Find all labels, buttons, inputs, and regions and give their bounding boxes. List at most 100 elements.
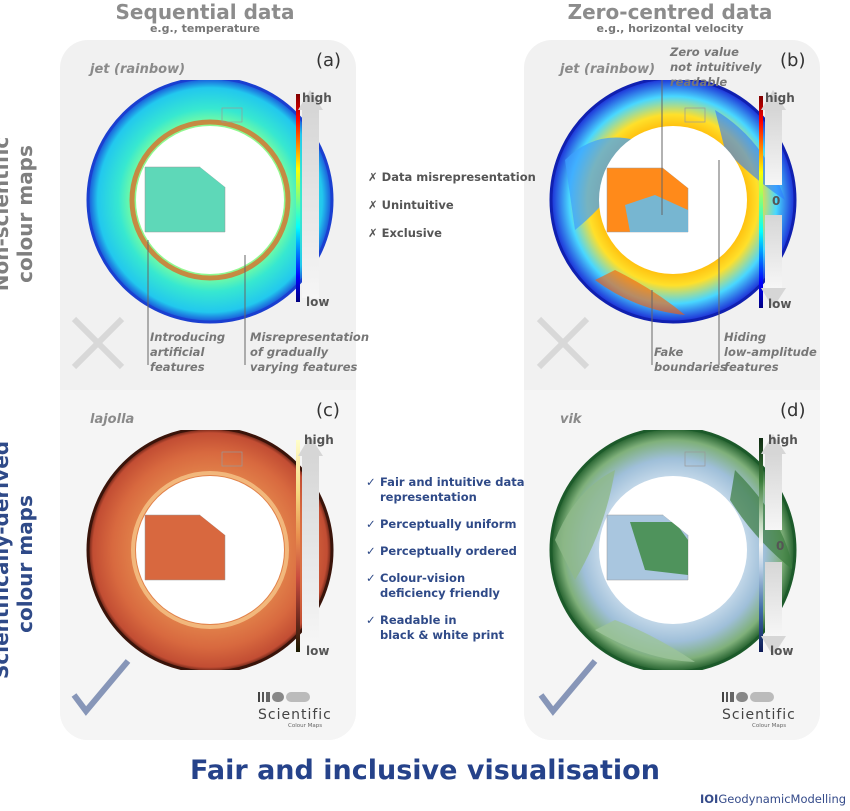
cons-label: Exclusive <box>381 226 442 240</box>
check-mark-icon: ✓ <box>366 571 376 585</box>
annot-line: not intuitively <box>670 60 762 74</box>
annulus-outer-edge <box>86 80 334 324</box>
pros-item: ✓ Perceptually uniform <box>366 517 526 532</box>
row-label-scientific: Scientifically-derived colour maps <box>0 440 37 679</box>
inset-green <box>630 522 688 575</box>
cross-icon <box>536 316 590 370</box>
annot-line: Misrepresentation <box>250 330 370 344</box>
panel-a-letter: (a) <box>316 50 342 71</box>
inset-blue <box>625 195 688 232</box>
pros-item: ✓ Readable in black & white print <box>366 613 526 643</box>
brand-logo: IOI <box>700 792 719 806</box>
brand-name: GeodynamicModelling <box>718 792 847 806</box>
panel-b-cb-high: high <box>765 91 795 105</box>
pros-line: black & white print <box>380 628 505 642</box>
panel-c-cb-high: high <box>304 433 334 447</box>
panel-a-graphic <box>86 80 334 365</box>
panel-d-cb-high: high <box>768 433 798 447</box>
colourbar-arrow-head <box>298 90 323 110</box>
logo-name: Scientific <box>258 707 332 723</box>
colourbar-arrow-down <box>765 215 782 288</box>
panel-b-cb-zero: 0 <box>772 194 781 208</box>
annot-line: Fake <box>654 345 684 359</box>
colourbar-arrow-body <box>302 456 319 646</box>
inset-corner <box>663 168 688 188</box>
annulus-outer-edge <box>86 430 334 670</box>
red-patch <box>595 270 685 315</box>
panel-a-annotation-1: Introducing artificial features <box>150 330 225 375</box>
annot-line: readable <box>670 75 728 89</box>
cons-label: Unintuitive <box>381 198 454 212</box>
cross-mark-icon: ✗ <box>368 198 378 212</box>
colourbar-arrow-down-head <box>761 636 786 656</box>
panel-a-cb-high: high <box>302 91 332 105</box>
panel-d-map-name: vik <box>560 412 582 427</box>
pros-line: Perceptually ordered <box>380 544 517 558</box>
cross-mark-icon: ✗ <box>368 170 378 184</box>
column-title-sequential: Sequential data <box>115 0 295 24</box>
cons-list: ✗ Data misrepresentation ✗ Unintuitive ✗… <box>368 170 536 241</box>
pros-line: Fair and intuitive data <box>380 475 525 489</box>
panel-b-cb-low: low <box>768 297 792 311</box>
logo-subtitle: Colour Maps <box>752 723 787 729</box>
zoom-inset <box>144 166 226 233</box>
row-label-line1: Scientifically-derived <box>0 440 13 679</box>
zoom-box <box>684 451 706 467</box>
row-label-line2: colour maps <box>13 145 37 283</box>
annulus-inner-hot-edge <box>129 119 291 281</box>
inset-corner <box>200 167 225 187</box>
column-subtitle-zero-centred: e.g., horizontal velocity <box>596 22 744 35</box>
annot-line: low-amplitude <box>724 345 817 359</box>
panel-d-cb-zero: 0 <box>776 539 785 553</box>
check-icon <box>538 659 598 716</box>
annot-line: Zero value <box>670 45 739 59</box>
cons-item: ✗ Unintuitive <box>368 198 536 213</box>
colourbar-vik <box>759 438 763 652</box>
check-mark-icon: ✓ <box>366 475 376 489</box>
footer-title: Fair and inclusive visualisation <box>190 755 660 786</box>
panel-c-map-name: lajolla <box>90 412 135 427</box>
pros-line: Colour-vision <box>380 571 466 585</box>
annot-line: Hiding <box>724 330 767 344</box>
check-mark-icon: ✓ <box>366 544 376 558</box>
colourbar-arrow-body <box>302 110 319 298</box>
pros-item: ✓ Colour-vision deficiency friendly <box>366 571 526 601</box>
annot-line: boundaries <box>654 360 727 374</box>
annulus-inner-light-edge <box>131 471 289 629</box>
panel-b-annotation-fake: Fake boundaries <box>654 345 727 375</box>
scientific-colour-maps-logo: Scientific Colour Maps <box>722 688 796 729</box>
pros-line: Readable in <box>380 613 457 627</box>
colourbar-arrow-down <box>765 562 782 636</box>
annot-line: features <box>724 360 779 374</box>
cons-item: ✗ Exclusive <box>368 226 536 241</box>
check-icon <box>71 659 131 716</box>
row-label-line1: Non-scientific <box>0 136 13 292</box>
panel-c-cb-low: low <box>306 644 330 658</box>
zoom-box <box>684 107 706 123</box>
annot-line: artificial <box>150 345 205 359</box>
colourbar-arrow-up <box>765 110 782 185</box>
inset-corner <box>663 515 688 535</box>
colourbar-arrow-down-head <box>761 288 786 308</box>
logo-swatch-icon <box>722 692 774 702</box>
column-subtitle-sequential: e.g., temperature <box>149 22 261 35</box>
panel-d-graphic <box>549 430 797 670</box>
pros-item: ✓ Perceptually ordered <box>366 544 526 559</box>
panel-b-annotation-hiding: Hiding low-amplitude features <box>724 330 817 375</box>
panel-b-map-name: jet (rainbow) <box>560 62 656 77</box>
green-patch <box>555 470 615 580</box>
panel-b-graphic <box>549 80 797 365</box>
green-patch <box>595 620 695 662</box>
panel-c-letter: (c) <box>316 400 340 421</box>
panel-d-cb-low: low <box>770 644 794 658</box>
annot-line: features <box>150 360 205 374</box>
colourbar-jet-b <box>759 96 763 308</box>
zoom-box <box>221 107 243 123</box>
panel-b-annotation-zero: Zero value not intuitively readable <box>670 45 762 90</box>
panel-a-annotation-2: Misrepresentation of gradually varying f… <box>250 330 369 375</box>
brand-credit: IOIGeodynamicModelling <box>700 792 846 806</box>
colourbar-arrow-up <box>765 454 782 530</box>
cross-icon <box>71 316 125 370</box>
zoom-box <box>221 451 243 467</box>
cons-label: Data misrepresentation <box>381 170 536 184</box>
